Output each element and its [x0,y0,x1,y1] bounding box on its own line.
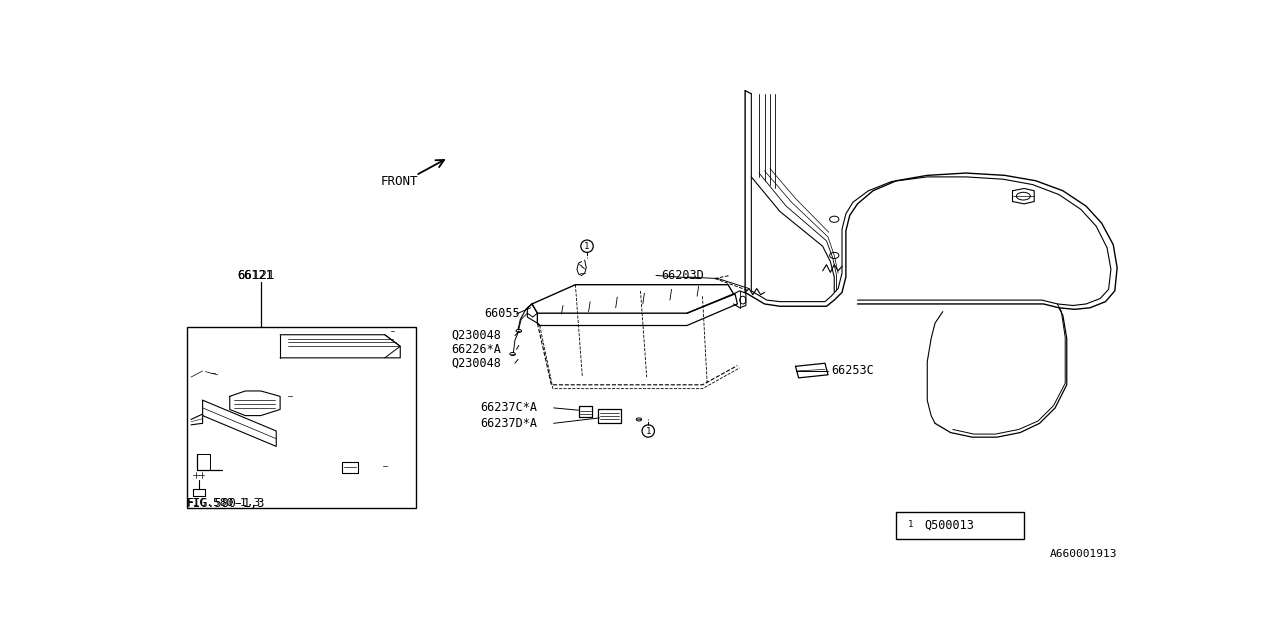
Text: 66121: 66121 [238,269,273,282]
Text: A660001913: A660001913 [1050,549,1117,559]
Text: 66226*A: 66226*A [452,343,502,356]
Text: 66253C: 66253C [831,364,874,378]
Bar [896,512,1024,539]
Text: 1: 1 [645,426,652,435]
Text: Q230048: Q230048 [452,329,502,342]
Text: Q500013: Q500013 [924,518,974,531]
Text: 66121: 66121 [238,269,275,282]
Text: Q230048: Q230048 [452,356,502,370]
Text: 1: 1 [585,242,590,251]
Text: 66203D: 66203D [662,269,704,282]
Text: 66055: 66055 [484,307,520,321]
Text: 66237C*A: 66237C*A [480,401,538,415]
Text: FRONT: FRONT [381,175,419,188]
Text: 66237D*A: 66237D*A [480,417,538,430]
Text: 1: 1 [908,520,913,529]
Text: FIG.580-1,3: FIG.580-1,3 [187,497,265,510]
Text: FIG.580-1,3: FIG.580-1,3 [187,499,261,508]
Bar [187,327,416,508]
